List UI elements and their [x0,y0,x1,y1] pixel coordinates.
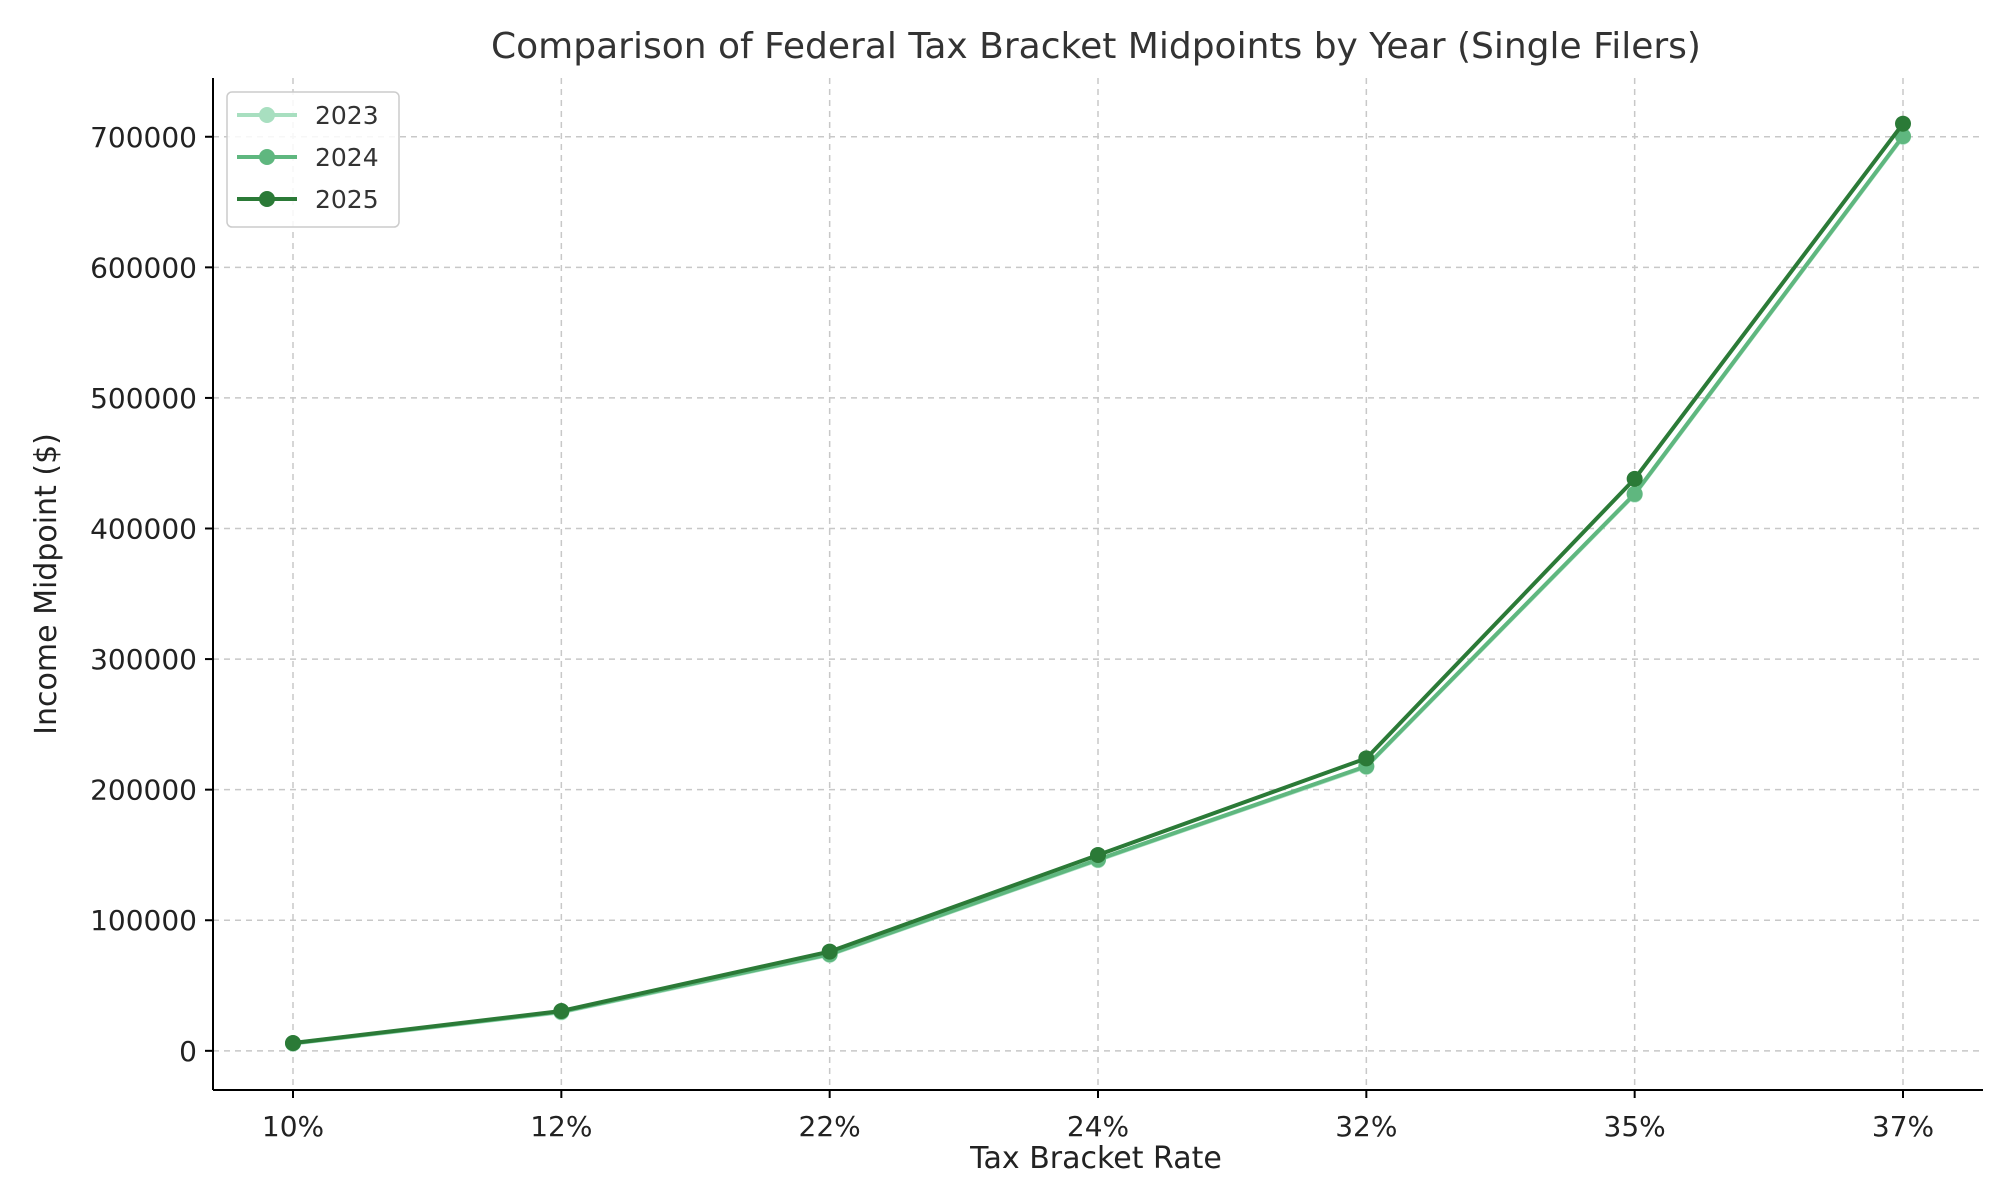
x-tick-label: 32% [1335,1110,1397,1143]
series-2025 [285,115,1911,1051]
x-tick-label: 22% [799,1110,861,1143]
tick-labels: 10% 12% 22% 24% 32% 35% 37% 0 100000 200000 300000… [90,121,1934,1143]
data-point [285,1034,301,1051]
data-point [1626,485,1643,502]
legend-swatch-marker [259,149,275,165]
grid [213,78,1983,1090]
x-tick-label: 24% [1067,1110,1129,1143]
data-point [1358,750,1375,767]
legend-item: 2023 [237,101,379,130]
y-tick-label: 500000 [90,382,197,415]
y-tick-label: 600000 [90,251,197,284]
data-point [1895,115,1911,132]
legend-item: 2025 [237,185,379,214]
legend-swatch-marker [259,107,275,123]
legend-item: 2024 [237,143,379,172]
legend-swatch-marker [259,191,275,207]
y-axis-label: Income Midpoint ($) [29,433,64,735]
x-tick-label: 12% [530,1110,592,1143]
data-point [1626,470,1643,487]
x-axis-label: Tax Bracket Rate [969,1141,1222,1176]
series-layer [285,115,1911,1052]
x-tick-label: 35% [1604,1110,1666,1143]
legend: 2023 2024 2025 [226,91,400,228]
data-point [821,943,838,960]
legend-label: 2024 [315,143,379,172]
y-tick-label: 300000 [90,643,197,676]
axes [205,78,1983,1098]
x-tick-label: 10% [262,1110,324,1143]
y-tick-label: 0 [179,1035,197,1068]
data-point [1090,846,1106,863]
y-tick-label: 700000 [90,121,197,154]
data-point [553,1002,570,1019]
chart-title: Comparison of Federal Tax Bracket Midpoi… [491,26,1701,67]
legend-label: 2023 [315,101,379,130]
y-tick-label: 200000 [90,774,197,807]
y-tick-label: 100000 [90,904,197,937]
x-tick-label: 37% [1872,1110,1934,1143]
y-tick-label: 400000 [90,513,197,546]
legend-label: 2025 [315,185,379,214]
